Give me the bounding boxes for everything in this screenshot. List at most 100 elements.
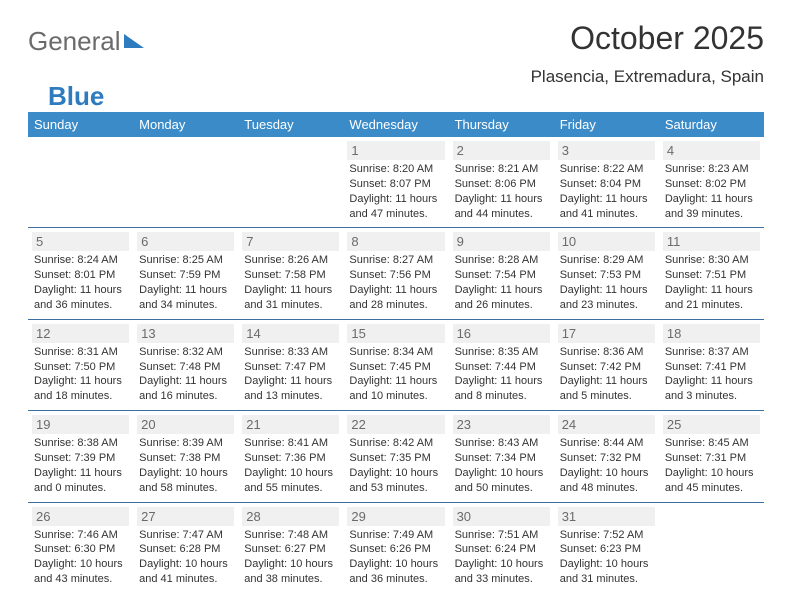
- calendar-day-cell: 17 Sunrise: 8:36 AMSunset: 7:42 PMDayligh…: [554, 319, 659, 410]
- day-number: 29: [347, 507, 444, 526]
- col-wednesday: Wednesday: [343, 112, 448, 137]
- day-info: Sunrise: 8:22 AMSunset: 8:04 PMDaylight:…: [558, 162, 655, 221]
- calendar-day-cell: 8 Sunrise: 8:27 AMSunset: 7:56 PMDaylight…: [343, 228, 448, 319]
- day-info: Sunrise: 8:27 AMSunset: 7:56 PMDaylight:…: [347, 253, 444, 312]
- day-info: Sunrise: 8:29 AMSunset: 7:53 PMDaylight:…: [558, 253, 655, 312]
- calendar-day-cell: ..: [659, 502, 764, 593]
- day-number: 18: [663, 324, 760, 343]
- day-number: 16: [453, 324, 550, 343]
- day-number: 17: [558, 324, 655, 343]
- col-friday: Friday: [554, 112, 659, 137]
- calendar-day-cell: ..: [28, 137, 133, 228]
- location-subtitle: Plasencia, Extremadura, Spain: [531, 67, 764, 87]
- calendar-header-row: Sunday Monday Tuesday Wednesday Thursday…: [28, 112, 764, 137]
- day-number: 6: [137, 232, 234, 251]
- calendar-day-cell: 15 Sunrise: 8:34 AMSunset: 7:45 PMDayligh…: [343, 319, 448, 410]
- day-number: 22: [347, 415, 444, 434]
- calendar-day-cell: 18 Sunrise: 8:37 AMSunset: 7:41 PMDayligh…: [659, 319, 764, 410]
- calendar-day-cell: 6 Sunrise: 8:25 AMSunset: 7:59 PMDaylight…: [133, 228, 238, 319]
- day-info: Sunrise: 7:49 AMSunset: 6:26 PMDaylight:…: [347, 528, 444, 587]
- calendar-day-cell: 1 Sunrise: 8:20 AMSunset: 8:07 PMDaylight…: [343, 137, 448, 228]
- calendar-day-cell: 26 Sunrise: 7:46 AMSunset: 6:30 PMDayligh…: [28, 502, 133, 593]
- day-number: 9: [453, 232, 550, 251]
- calendar-day-cell: 31Sunrise: 7:52 AMSunset: 6:23 PMDayligh…: [554, 502, 659, 593]
- calendar-day-cell: 27Sunrise: 7:47 AMSunset: 6:28 PMDayligh…: [133, 502, 238, 593]
- day-info: Sunrise: 8:38 AMSunset: 7:39 PMDaylight:…: [32, 436, 129, 495]
- calendar-day-cell: 19 Sunrise: 8:38 AMSunset: 7:39 PMDayligh…: [28, 411, 133, 502]
- day-info: Sunrise: 8:43 AMSunset: 7:34 PMDaylight:…: [453, 436, 550, 495]
- day-number: 4: [663, 141, 760, 160]
- brand-logo: General: [28, 20, 144, 57]
- calendar-day-cell: 13Sunrise: 8:32 AMSunset: 7:48 PMDayligh…: [133, 319, 238, 410]
- calendar-day-cell: 2Sunrise: 8:21 AMSunset: 8:06 PMDaylight…: [449, 137, 554, 228]
- day-info: Sunrise: 8:41 AMSunset: 7:36 PMDaylight:…: [242, 436, 339, 495]
- calendar-day-cell: 25 Sunrise: 8:45 AMSunset: 7:31 PMDayligh…: [659, 411, 764, 502]
- day-info: Sunrise: 8:30 AMSunset: 7:51 PMDaylight:…: [663, 253, 760, 312]
- day-number: 21: [242, 415, 339, 434]
- brand-triangle-icon: [124, 34, 144, 48]
- calendar-day-cell: 4Sunrise: 8:23 AMSunset: 8:02 PMDaylight…: [659, 137, 764, 228]
- day-number: 13: [137, 324, 234, 343]
- day-info: Sunrise: 8:34 AMSunset: 7:45 PMDaylight:…: [347, 345, 444, 404]
- day-info: Sunrise: 8:39 AMSunset: 7:38 PMDaylight:…: [137, 436, 234, 495]
- calendar-day-cell: 11 Sunrise: 8:30 AMSunset: 7:51 PMDayligh…: [659, 228, 764, 319]
- day-number: 25: [663, 415, 760, 434]
- calendar-day-cell: 5Sunrise: 8:24 AMSunset: 8:01 PMDaylight…: [28, 228, 133, 319]
- day-info: Sunrise: 8:25 AMSunset: 7:59 PMDaylight:…: [137, 253, 234, 312]
- day-info: Sunrise: 7:46 AMSunset: 6:30 PMDaylight:…: [32, 528, 129, 587]
- day-info: Sunrise: 7:51 AMSunset: 6:24 PMDaylight:…: [453, 528, 550, 587]
- calendar-day-cell: 9Sunrise: 8:28 AMSunset: 7:54 PMDaylight…: [449, 228, 554, 319]
- day-info: Sunrise: 8:26 AMSunset: 7:58 PMDaylight:…: [242, 253, 339, 312]
- day-info: Sunrise: 8:45 AMSunset: 7:31 PMDaylight:…: [663, 436, 760, 495]
- calendar-day-cell: 22 Sunrise: 8:42 AMSunset: 7:35 PMDayligh…: [343, 411, 448, 502]
- calendar-week-row: 26 Sunrise: 7:46 AMSunset: 6:30 PMDayligh…: [28, 502, 764, 593]
- day-number: 30: [453, 507, 550, 526]
- day-info: Sunrise: 8:20 AMSunset: 8:07 PMDaylight:…: [347, 162, 444, 221]
- day-info: Sunrise: 8:31 AMSunset: 7:50 PMDaylight:…: [32, 345, 129, 404]
- calendar-day-cell: 28 Sunrise: 7:48 AMSunset: 6:27 PMDayligh…: [238, 502, 343, 593]
- calendar-day-cell: 12 Sunrise: 8:31 AMSunset: 7:50 PMDayligh…: [28, 319, 133, 410]
- day-info: Sunrise: 8:37 AMSunset: 7:41 PMDaylight:…: [663, 345, 760, 404]
- day-number: 14: [242, 324, 339, 343]
- calendar-week-row: 19 Sunrise: 8:38 AMSunset: 7:39 PMDayligh…: [28, 411, 764, 502]
- col-thursday: Thursday: [449, 112, 554, 137]
- day-info: Sunrise: 8:24 AMSunset: 8:01 PMDaylight:…: [32, 253, 129, 312]
- day-info: Sunrise: 8:33 AMSunset: 7:47 PMDaylight:…: [242, 345, 339, 404]
- calendar-day-cell: ..: [133, 137, 238, 228]
- brand-part2: Blue: [48, 81, 104, 112]
- day-number: 19: [32, 415, 129, 434]
- calendar-day-cell: 23 Sunrise: 8:43 AMSunset: 7:34 PMDayligh…: [449, 411, 554, 502]
- calendar-day-cell: ..: [238, 137, 343, 228]
- calendar-week-row: ......1Sunrise: 8:20 AMSunset: 8:07 PMDa…: [28, 137, 764, 228]
- day-number: 26: [32, 507, 129, 526]
- calendar-day-cell: 10 Sunrise: 8:29 AMSunset: 7:53 PMDayligh…: [554, 228, 659, 319]
- day-number: 28: [242, 507, 339, 526]
- day-info: Sunrise: 8:44 AMSunset: 7:32 PMDaylight:…: [558, 436, 655, 495]
- page-title: October 2025: [531, 20, 764, 57]
- day-number: 7: [242, 232, 339, 251]
- day-number: 15: [347, 324, 444, 343]
- calendar-day-cell: 16Sunrise: 8:35 AMSunset: 7:44 PMDayligh…: [449, 319, 554, 410]
- day-number: 12: [32, 324, 129, 343]
- day-number: 27: [137, 507, 234, 526]
- calendar-day-cell: 20Sunrise: 8:39 AMSunset: 7:38 PMDayligh…: [133, 411, 238, 502]
- day-number: 11: [663, 232, 760, 251]
- brand-part1: General: [28, 26, 121, 57]
- day-number: 10: [558, 232, 655, 251]
- col-saturday: Saturday: [659, 112, 764, 137]
- day-number: 8: [347, 232, 444, 251]
- calendar-table: Sunday Monday Tuesday Wednesday Thursday…: [28, 112, 764, 593]
- col-sunday: Sunday: [28, 112, 133, 137]
- day-number: 23: [453, 415, 550, 434]
- day-info: Sunrise: 7:48 AMSunset: 6:27 PMDaylight:…: [242, 528, 339, 587]
- col-monday: Monday: [133, 112, 238, 137]
- col-tuesday: Tuesday: [238, 112, 343, 137]
- calendar-day-cell: 14 Sunrise: 8:33 AMSunset: 7:47 PMDayligh…: [238, 319, 343, 410]
- calendar-week-row: 12 Sunrise: 8:31 AMSunset: 7:50 PMDayligh…: [28, 319, 764, 410]
- calendar-day-cell: 7 Sunrise: 8:26 AMSunset: 7:58 PMDaylight…: [238, 228, 343, 319]
- calendar-day-cell: 21 Sunrise: 8:41 AMSunset: 7:36 PMDayligh…: [238, 411, 343, 502]
- day-info: Sunrise: 7:52 AMSunset: 6:23 PMDaylight:…: [558, 528, 655, 587]
- day-info: Sunrise: 8:36 AMSunset: 7:42 PMDaylight:…: [558, 345, 655, 404]
- day-number: 1: [347, 141, 444, 160]
- day-info: Sunrise: 8:42 AMSunset: 7:35 PMDaylight:…: [347, 436, 444, 495]
